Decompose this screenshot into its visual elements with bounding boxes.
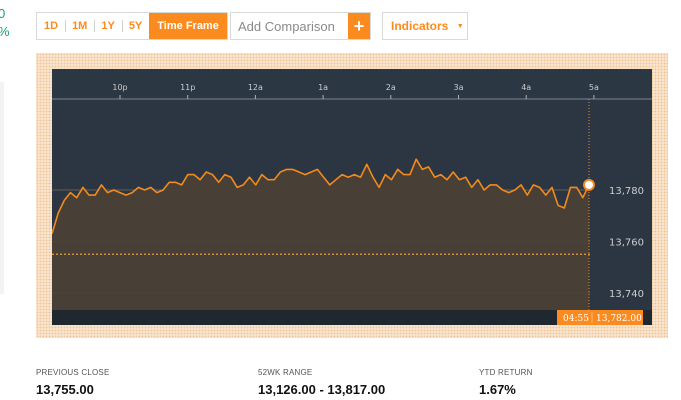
- left-panel-edge: [0, 82, 4, 294]
- edge-value: 0: [0, 6, 6, 21]
- time-axis: 10p 11p 12a 1a 2a 3a 4a 5a: [112, 83, 599, 99]
- range-1y-button[interactable]: 1Y: [94, 13, 121, 39]
- price-line: [52, 158, 590, 234]
- cursor-time: 04:55: [563, 314, 589, 324]
- ytd-return-label: YTD RETURN: [479, 368, 533, 377]
- range-1d-button[interactable]: 1D: [44, 20, 59, 32]
- time-tick-label: 2a: [386, 83, 396, 92]
- ytd-return-stat: YTD RETURN 1.67%: [479, 368, 533, 397]
- time-frame-button[interactable]: Time Frame: [149, 13, 227, 39]
- time-tick-label: 11p: [180, 83, 195, 92]
- time-frame-selector: 1D 1M 1Y 5Y Time Frame: [36, 12, 228, 40]
- add-comparison-input[interactable]: [231, 13, 348, 39]
- caret-down-icon: ▼: [456, 22, 464, 30]
- chart-footer-band: [52, 310, 652, 325]
- previous-close-label: PREVIOUS CLOSE: [36, 368, 110, 377]
- time-tick-label: 10p: [112, 83, 127, 92]
- cursor-value: 13,782.00: [596, 314, 642, 324]
- 52wk-range-stat: 52WK RANGE 13,126.00 - 13,817.00: [258, 368, 385, 397]
- indicators-label: Indicators: [391, 19, 449, 33]
- range-1m-button[interactable]: 1M: [65, 13, 94, 39]
- ytd-return-value: 1.67%: [479, 382, 516, 397]
- add-comparison-button[interactable]: +: [348, 13, 370, 39]
- previous-close-value: 13,755.00: [36, 382, 94, 397]
- value-tick-label: 13,780: [609, 186, 644, 197]
- price-chart[interactable]: 10p 11p 12a 1a 2a 3a 4a 5a 13,780 13,760 13,740 0…: [52, 69, 652, 325]
- time-tick-label: 1a: [318, 83, 328, 92]
- range-5y-button[interactable]: 5Y: [121, 13, 149, 39]
- comparison-control: +: [230, 12, 371, 40]
- edge-percent: %: [0, 24, 10, 39]
- time-tick-label: 4a: [521, 83, 531, 92]
- 52wk-range-value: 13,126.00 - 13,817.00: [258, 382, 386, 397]
- value-tick-label: 13,760: [609, 237, 644, 248]
- time-tick-label: 5a: [589, 83, 599, 92]
- cursor-readout: 04:55 13,782.00: [557, 310, 643, 325]
- value-axis: 13,780 13,760 13,740: [609, 186, 644, 300]
- indicators-dropdown[interactable]: Indicators ▼: [382, 12, 468, 40]
- previous-close-stat: PREVIOUS CLOSE 13,755.00: [36, 368, 110, 397]
- time-axis-band: [52, 69, 652, 99]
- value-tick-label: 13,740: [609, 289, 644, 300]
- price-area: [52, 159, 589, 310]
- time-tick-label: 12a: [248, 83, 263, 92]
- 52wk-range-label: 52WK RANGE: [258, 368, 313, 377]
- cursor-point: [583, 178, 595, 191]
- time-tick-label: 3a: [454, 83, 464, 92]
- cursor-readout-bg: [557, 310, 643, 325]
